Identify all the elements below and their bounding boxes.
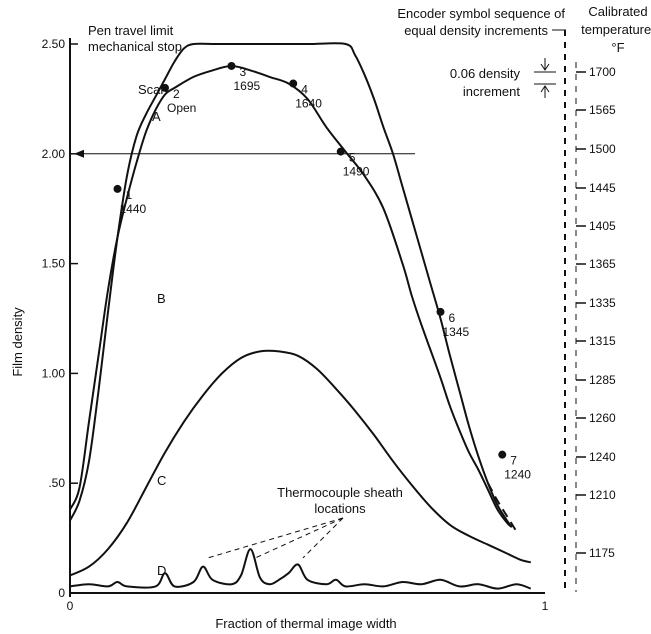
temp-title-line3: °F [611,40,624,55]
reference-arrow-head [74,149,84,158]
y-tick-label: 2.50 [42,37,66,51]
data-point-1 [113,184,122,193]
thermocouple-label-line2: locations [314,501,366,516]
temp-tick-label: 1260 [589,411,616,425]
curve-d [69,548,532,590]
curve-c [69,349,532,577]
curve-label-b: B [157,291,166,306]
temp-title-line1: Calibrated [588,4,647,19]
curve-label-scan: Scan [138,82,168,97]
data-point-5 [336,147,345,156]
encoder-label-line1: Encoder symbol sequence of [397,6,565,21]
point-number-2: 2 [173,87,180,101]
point-number-7: 7 [510,454,517,468]
temp-tick-label: 1700 [589,65,616,79]
point-value-5: 1490 [343,165,370,179]
temperature-scale: Calibrated temperature, °F 1700 1565 1500 1445… [575,4,651,592]
pen-limit-label-line2: mechanical stop [88,39,182,54]
thermocouple-leader-2 [255,517,344,559]
y-tick-label: 0 [58,586,65,600]
data-point-7 [498,450,507,459]
thermocouple-leader-1 [207,517,344,559]
curve-label-c: C [157,473,166,488]
temp-tick-label: 1405 [589,219,616,233]
density-increment-line2: increment [463,84,520,99]
point-number-6: 6 [449,311,456,325]
point-value-1: 1440 [120,202,147,216]
curve-a [69,42,513,528]
x-tick-label: 1 [542,599,549,613]
thermocouple-leader-3 [302,517,344,559]
temp-tick-label: 1285 [589,373,616,387]
temp-tick-label: 1500 [589,142,616,156]
curves-layer [69,42,532,590]
temp-tick-label: 1210 [589,488,616,502]
data-point-2 [161,83,169,92]
x-axis-label: Fraction of thermal image width [215,616,396,631]
data-point-4 [289,79,298,88]
data-point-6 [436,307,445,316]
point-value-4: 1640 [295,97,322,111]
pen-limit-label-line1: Pen travel limit [88,23,174,38]
curve-label-a: A [152,109,161,124]
thermocouple-label-line1: Thermocouple sheath [277,485,403,500]
density-increment-line1: 0.06 density [450,66,521,81]
point-number-4: 4 [301,83,308,97]
increment-arrow-up [540,85,550,98]
temp-tick-label: 1315 [589,334,616,348]
curve-label-d: D [157,563,166,578]
data-point-3 [227,61,236,70]
point-value-3: 1695 [234,79,261,93]
encoder-label-line2: equal density increments [404,23,548,38]
point-value-2: Open [167,101,196,115]
temp-tick-label: 1445 [589,181,616,195]
temp-tick-label: 1365 [589,257,616,271]
x-tick-label: 0 [67,599,74,613]
point-value-7: 1240 [504,468,531,482]
y-tick-label: 1.00 [42,366,66,380]
point-number-3: 3 [240,65,247,79]
temp-tick-label: 1240 [589,450,616,464]
point-number-5: 5 [349,151,356,165]
y-tick-label: .50 [48,476,65,490]
curve-b-dashed-extension [487,482,518,533]
y-tick-label: 2.00 [42,147,66,161]
temp-tick-label: 1175 [589,546,615,560]
temp-tick-label: 1565 [589,103,616,117]
point-number-1: 1 [126,188,133,202]
axes-layer: 0 .50 1.00 1.50 2.00 2.50 0 1 [42,37,549,613]
temp-title-line2: temperature, [581,22,651,37]
y-tick-label: 1.50 [42,257,66,271]
increment-arrow-down [540,58,550,71]
temp-tick-label: 1335 [589,296,616,310]
point-value-6: 1345 [443,325,470,339]
y-axis-label: Film density [10,307,25,377]
